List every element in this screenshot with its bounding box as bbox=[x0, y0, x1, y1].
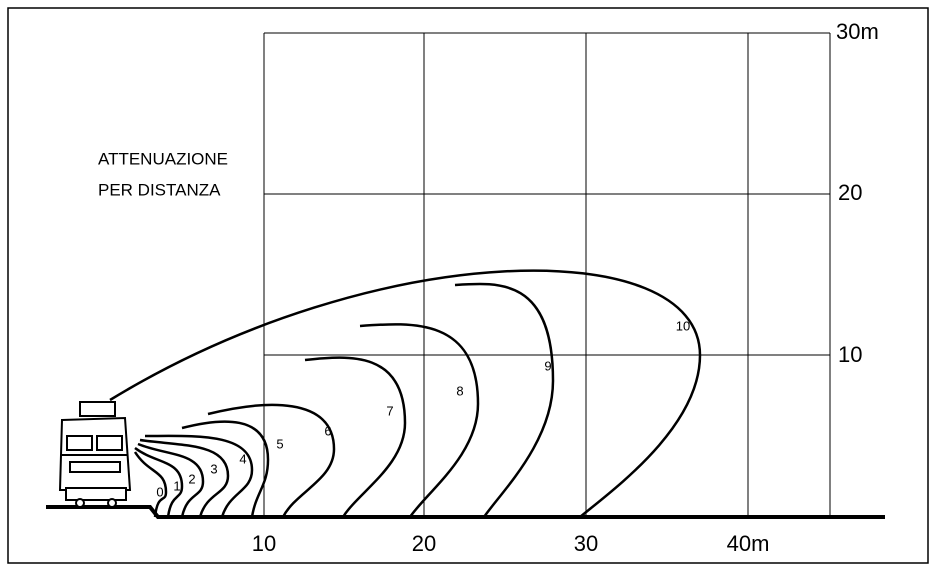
curve-label: 6 bbox=[324, 423, 331, 438]
y-label: 20 bbox=[838, 180, 862, 205]
curve-label: 10 bbox=[676, 318, 690, 333]
curve-label: 7 bbox=[386, 403, 393, 418]
heading-line: PER DISTANZA bbox=[98, 180, 221, 199]
curve-label: 8 bbox=[456, 383, 463, 398]
y-label: 10 bbox=[838, 342, 862, 367]
curve-label: 9 bbox=[544, 358, 551, 373]
x-label: 40m bbox=[727, 531, 770, 556]
diagram: ATTENUAZIONE PER DISTANZA 10 20 30 40m 1… bbox=[0, 0, 937, 569]
curve-label: 0 bbox=[156, 484, 163, 499]
heading-line: ATTENUAZIONE bbox=[98, 149, 228, 168]
x-label: 10 bbox=[252, 531, 276, 556]
curve-label: 2 bbox=[188, 471, 195, 486]
curve-label: 3 bbox=[210, 461, 217, 476]
curve-label: 5 bbox=[276, 436, 283, 451]
curve-label: 1 bbox=[173, 478, 180, 493]
curve-label: 4 bbox=[239, 451, 246, 466]
x-label: 30 bbox=[574, 531, 598, 556]
y-label: 30m bbox=[836, 19, 879, 44]
x-label: 20 bbox=[412, 531, 436, 556]
